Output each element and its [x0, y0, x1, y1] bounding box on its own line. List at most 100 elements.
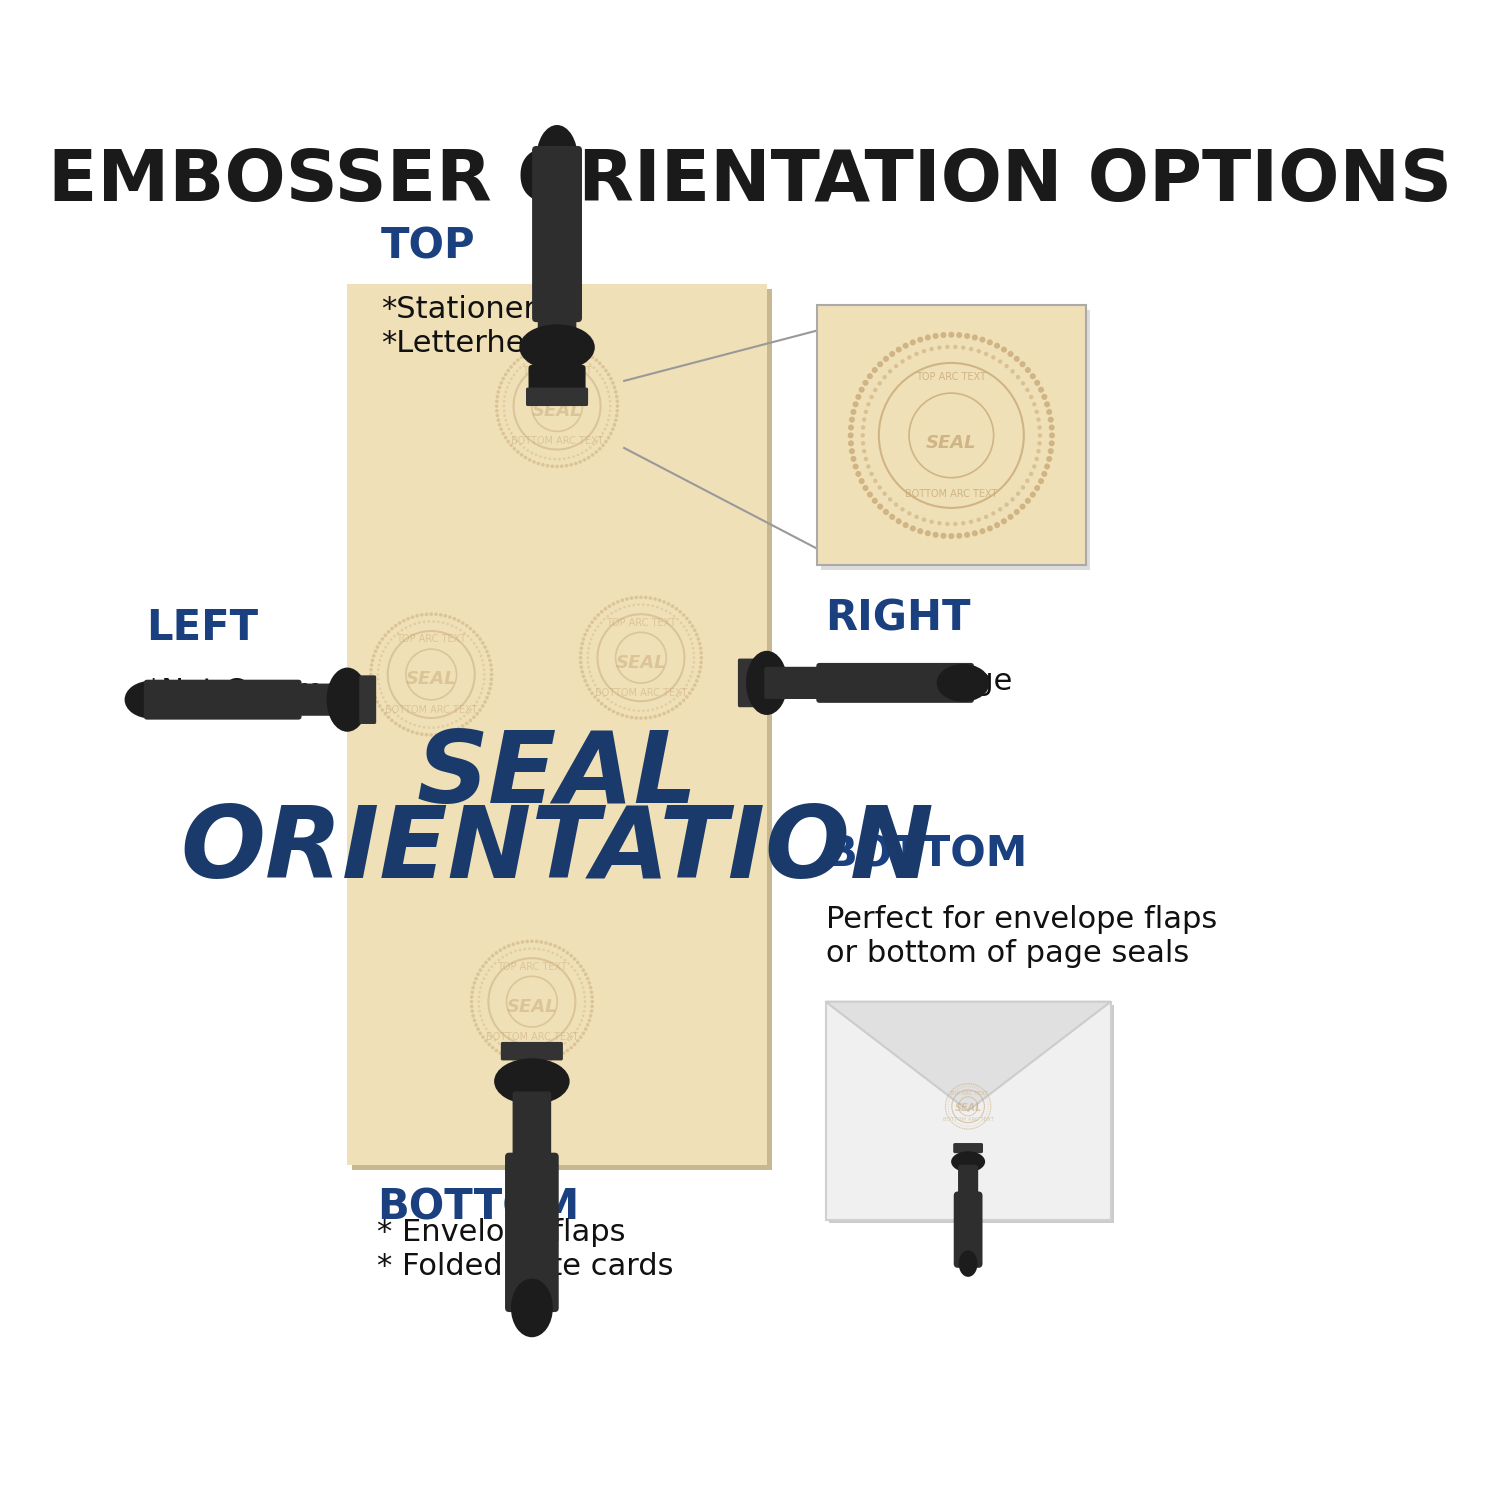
Circle shape: [472, 981, 476, 986]
Circle shape: [531, 358, 532, 360]
Circle shape: [483, 978, 486, 980]
Circle shape: [420, 614, 423, 616]
Circle shape: [519, 366, 522, 369]
Circle shape: [590, 986, 592, 990]
Circle shape: [615, 414, 618, 417]
Circle shape: [370, 658, 375, 662]
Circle shape: [482, 981, 483, 984]
Circle shape: [419, 724, 420, 728]
Circle shape: [696, 675, 700, 678]
Text: TOP ARC TEXT: TOP ARC TEXT: [522, 366, 592, 376]
Circle shape: [384, 633, 387, 638]
Circle shape: [933, 333, 939, 339]
Circle shape: [603, 381, 606, 384]
Circle shape: [503, 946, 507, 950]
Circle shape: [984, 514, 988, 519]
Circle shape: [864, 458, 868, 460]
Circle shape: [501, 956, 504, 958]
Circle shape: [381, 708, 384, 712]
Circle shape: [465, 624, 468, 627]
Circle shape: [513, 436, 516, 438]
Circle shape: [884, 356, 890, 362]
Circle shape: [594, 628, 597, 632]
Circle shape: [882, 375, 886, 380]
Circle shape: [1008, 351, 1014, 357]
Circle shape: [1014, 509, 1020, 515]
Circle shape: [606, 698, 609, 700]
Circle shape: [550, 465, 554, 468]
Circle shape: [888, 496, 892, 501]
Circle shape: [488, 692, 490, 694]
Circle shape: [688, 621, 692, 624]
Circle shape: [616, 711, 620, 716]
Circle shape: [552, 1048, 554, 1052]
Circle shape: [519, 356, 524, 358]
Circle shape: [376, 678, 380, 681]
Circle shape: [598, 374, 602, 376]
Circle shape: [393, 634, 396, 638]
Circle shape: [1011, 369, 1016, 374]
Circle shape: [676, 618, 680, 621]
Circle shape: [504, 390, 507, 393]
Circle shape: [476, 700, 478, 703]
Circle shape: [414, 723, 416, 726]
Circle shape: [440, 732, 442, 736]
Circle shape: [528, 458, 531, 462]
Text: BOTTOM ARC TEXT: BOTTOM ARC TEXT: [386, 705, 477, 714]
FancyBboxPatch shape: [513, 1092, 550, 1164]
Circle shape: [464, 714, 465, 717]
Circle shape: [544, 1059, 548, 1062]
Circle shape: [378, 687, 381, 690]
Circle shape: [693, 657, 696, 658]
Circle shape: [630, 716, 633, 718]
Circle shape: [453, 616, 456, 621]
Circle shape: [519, 442, 522, 446]
Circle shape: [572, 354, 574, 357]
Circle shape: [387, 716, 390, 718]
Circle shape: [865, 402, 870, 406]
Text: *Not Common: *Not Common: [146, 676, 362, 706]
Circle shape: [398, 724, 402, 728]
Circle shape: [573, 969, 576, 972]
Circle shape: [532, 1053, 536, 1056]
FancyBboxPatch shape: [954, 1191, 982, 1268]
Circle shape: [441, 724, 444, 728]
Circle shape: [585, 360, 588, 363]
Circle shape: [496, 390, 500, 394]
Circle shape: [579, 646, 584, 650]
Circle shape: [938, 345, 942, 350]
Circle shape: [1000, 346, 1006, 352]
Circle shape: [634, 596, 638, 600]
Circle shape: [390, 627, 394, 630]
Ellipse shape: [512, 1278, 554, 1336]
Circle shape: [862, 380, 868, 386]
Circle shape: [682, 626, 686, 628]
Circle shape: [574, 346, 578, 351]
Circle shape: [488, 654, 490, 657]
Circle shape: [528, 946, 531, 950]
Circle shape: [526, 360, 530, 363]
Circle shape: [482, 704, 484, 708]
Circle shape: [378, 658, 381, 662]
Circle shape: [474, 976, 478, 981]
FancyBboxPatch shape: [952, 1143, 982, 1154]
Circle shape: [489, 678, 494, 681]
Circle shape: [662, 600, 666, 603]
Circle shape: [424, 734, 429, 736]
Circle shape: [374, 696, 376, 699]
Circle shape: [694, 633, 699, 636]
Circle shape: [488, 969, 490, 972]
Circle shape: [585, 628, 590, 632]
Circle shape: [915, 351, 918, 355]
Circle shape: [387, 630, 390, 633]
Circle shape: [896, 346, 902, 352]
Circle shape: [452, 722, 453, 724]
Circle shape: [482, 640, 484, 645]
Text: Perfect for envelope flaps
or bottom of page seals: Perfect for envelope flaps or bottom of …: [825, 904, 1216, 968]
Circle shape: [651, 604, 654, 608]
Circle shape: [470, 1005, 474, 1008]
Circle shape: [648, 716, 652, 718]
Circle shape: [482, 658, 484, 662]
Circle shape: [498, 1052, 502, 1054]
Circle shape: [1022, 486, 1025, 489]
